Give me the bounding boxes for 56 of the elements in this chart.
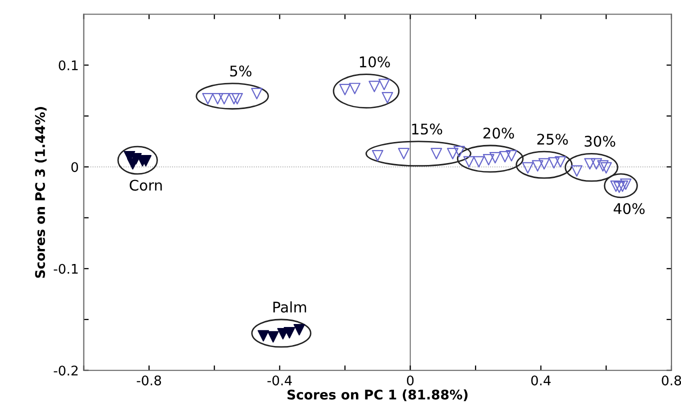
point [294, 324, 305, 336]
point [454, 146, 465, 158]
point [506, 150, 518, 162]
x-axis-title: Scores on PC 1 (81.88%) [288, 389, 468, 402]
y-tick-label: -0.1 [54, 264, 78, 274]
y-tick-label: 0.1 [58, 60, 78, 70]
point [251, 88, 263, 100]
point [212, 92, 224, 104]
point [597, 160, 609, 172]
series-label: 15% [412, 124, 442, 135]
point [522, 162, 534, 174]
point [228, 92, 240, 104]
point [548, 157, 560, 169]
x-tick-label: 0.4 [531, 375, 551, 386]
point [382, 92, 394, 104]
point [430, 148, 442, 160]
point [372, 150, 384, 162]
series-label: Palm [273, 301, 306, 313]
point [600, 162, 612, 174]
series-label: 10% [360, 56, 390, 68]
point [202, 92, 214, 104]
y-axis-title: Scores on PC 3 (1.44%) [34, 106, 47, 278]
point [258, 330, 270, 342]
point [473, 156, 485, 168]
point [554, 156, 566, 168]
point [499, 150, 511, 162]
series-label: Corn [130, 180, 162, 191]
point [284, 327, 296, 338]
x-tick-label: 0 [406, 375, 414, 386]
point [349, 82, 360, 94]
point [463, 156, 475, 168]
x-tick-label: -0.8 [136, 375, 162, 386]
point [482, 154, 494, 166]
point [368, 80, 380, 92]
x-tick-label: -0.4 [267, 375, 292, 386]
x-tick-label: 0.8 [662, 375, 681, 386]
point [532, 160, 544, 172]
series-label: 25% [537, 134, 568, 145]
series-label: 5% [230, 66, 252, 77]
series-label: 40% [614, 203, 645, 214]
point [218, 92, 230, 104]
y-tick-label: -0.2 [54, 366, 78, 376]
point [232, 92, 243, 104]
y-tick-label: 0 [71, 162, 78, 172]
point [398, 148, 410, 160]
point [571, 165, 582, 177]
point [378, 78, 390, 90]
point [590, 158, 602, 170]
point [447, 148, 458, 160]
point [538, 158, 550, 170]
series-label: 30% [584, 136, 616, 147]
series-label: 20% [483, 128, 514, 139]
point [584, 158, 596, 170]
point [339, 84, 351, 96]
point [489, 152, 501, 164]
point [267, 331, 279, 342]
